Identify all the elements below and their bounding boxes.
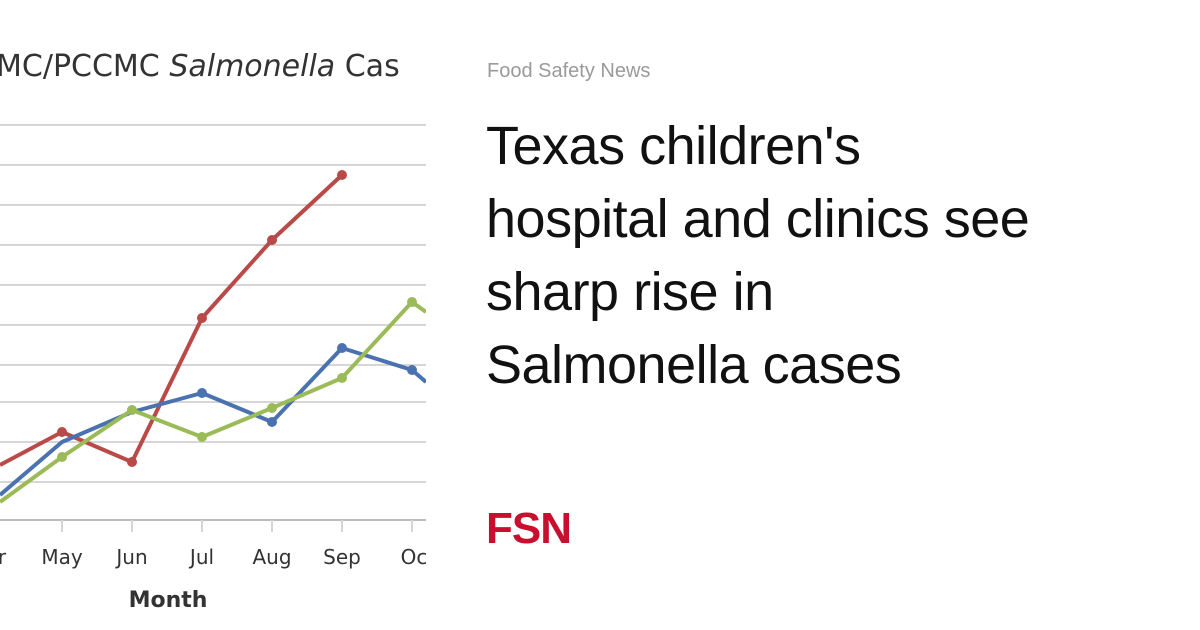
title-part: MC/PCCMC (0, 49, 160, 84)
headline-line: Texas children's (486, 116, 861, 176)
headline-line: Salmonella cases (486, 335, 902, 395)
month-label: Oc (401, 545, 426, 569)
month-label: Sep (323, 545, 361, 569)
x-axis-label: Month (129, 588, 208, 613)
month-label: Jun (114, 545, 147, 569)
chart-image: MC/PCCMC Salmonella Cas r May Jun Jul Au… (0, 49, 426, 613)
headline: Texas children's hospital and clinics se… (486, 110, 1030, 402)
month-label: Aug (252, 545, 291, 569)
month-labels: r May Jun Jul Aug Sep Oc (0, 545, 426, 569)
headline-line: sharp rise in (486, 262, 774, 322)
logo: FSN (486, 504, 572, 553)
grid (0, 124, 426, 532)
title-part: Cas (345, 49, 400, 84)
month-label: r (0, 545, 7, 569)
source: Food Safety News (487, 60, 651, 82)
image-title: MC/PCCMC Salmonella Cas (0, 49, 400, 84)
month-label: Jul (188, 545, 214, 569)
markers (57, 170, 417, 467)
lines (0, 173, 426, 504)
month-label: May (41, 545, 83, 569)
title-part: Salmonella (169, 49, 335, 84)
headline-line: hospital and clinics see (486, 189, 1030, 249)
